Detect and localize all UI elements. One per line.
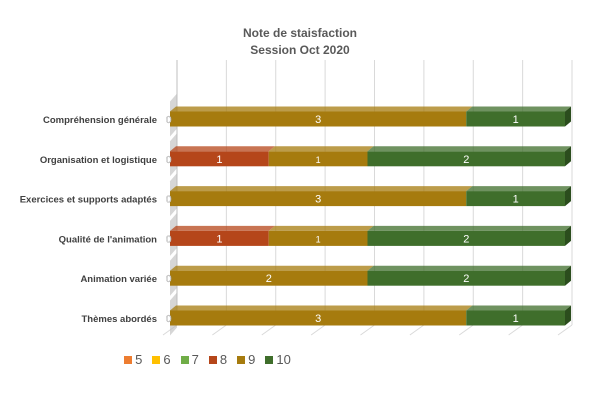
data-label: 3 [315, 313, 321, 325]
bar-segment [268, 230, 368, 246]
bar-segment-top [268, 146, 374, 152]
gridline-floor [508, 324, 523, 336]
bar-segment-top [170, 305, 473, 311]
data-label: 1 [513, 313, 519, 325]
chart-title: Note de staisfaction [242, 26, 358, 40]
zero-label: 0 [166, 274, 172, 285]
bar-segment [466, 191, 565, 207]
data-label: 3 [315, 114, 321, 126]
bar-end-face [565, 265, 571, 286]
bar-segment [170, 151, 269, 167]
legend-swatch [180, 355, 189, 364]
legend-label: 7 [191, 352, 199, 367]
bar-segment-top [170, 265, 374, 271]
zero-label: 0 [166, 115, 172, 126]
bar-end-face [565, 186, 571, 207]
bar-segment [170, 270, 368, 286]
bar-segment [367, 230, 565, 246]
legend-swatch [208, 355, 217, 364]
data-label: 2 [463, 233, 469, 245]
data-label: 2 [463, 154, 469, 166]
legend-item: 7 [180, 352, 199, 367]
data-label: 1 [316, 234, 321, 244]
legend-label: 8 [219, 352, 228, 367]
data-label: 2 [463, 273, 469, 285]
data-label: 3 [315, 194, 321, 206]
legend-item: 10 [265, 352, 291, 367]
category-label: Qualité de l'animation [59, 234, 158, 245]
legend-item: 5 [124, 352, 142, 367]
data-label: 1 [216, 154, 222, 166]
gridline-floor [310, 324, 326, 336]
data-label: 1 [316, 155, 321, 165]
legend-swatch [265, 355, 274, 364]
bar-end-face [565, 106, 571, 127]
zero-label: 0 [166, 195, 172, 206]
legend-label: 6 [163, 352, 171, 367]
bar-segment [170, 191, 467, 207]
bar-segment [466, 111, 565, 127]
zero-label: 0 [166, 234, 172, 245]
bar-segment [268, 151, 368, 167]
gridline-floor [409, 324, 425, 336]
data-label: 2 [266, 273, 272, 285]
legend-item: 8 [208, 352, 228, 367]
legend: 5 6 7 8 9 10 [0, 352, 505, 367]
bar-segment [170, 111, 467, 127]
bar-segment-top [466, 186, 571, 192]
category-label: Animation variée [80, 274, 157, 285]
legend-item: 6 [152, 352, 171, 367]
bar-segment-top [170, 106, 473, 112]
legend-swatch [124, 355, 133, 364]
data-label: 1 [513, 114, 519, 126]
bar-segment-top [367, 265, 571, 271]
bar-segment-top [466, 305, 571, 311]
bar-end-face [565, 225, 571, 246]
legend-label: 5 [135, 352, 143, 367]
bar-segment [170, 230, 269, 246]
gridline-floor [557, 324, 573, 336]
chart-subtitle: Session Oct 2020 [250, 43, 350, 57]
bar-segment-top [367, 225, 571, 231]
bar-segment-top [170, 146, 275, 152]
gridline-floor [458, 324, 474, 336]
bar-end-face [565, 146, 571, 167]
bar-segment-top [268, 225, 374, 231]
gridline-floor [360, 324, 375, 336]
data-label: 1 [216, 233, 222, 245]
bar-segment-top [170, 186, 473, 192]
bar-segment [367, 270, 565, 286]
zero-label: 0 [166, 155, 172, 166]
data-label: 1 [513, 194, 519, 206]
bar-segment-top [170, 225, 275, 231]
category-label: Exercices et supports adaptés [20, 195, 157, 206]
zero-label: 0 [166, 314, 172, 325]
bar-segment [170, 310, 467, 326]
legend-item: 9 [237, 352, 255, 367]
category-label: Compréhension générale [43, 115, 157, 126]
bar-segment [367, 151, 565, 167]
gridline-floor [261, 324, 277, 336]
gridline-floor [212, 324, 227, 336]
category-label: Organisation et logistique [40, 155, 157, 166]
bar-segment-top [367, 146, 571, 152]
bar-segment [466, 310, 565, 326]
legend-label: 10 [276, 352, 291, 367]
bar-segment-top [466, 106, 571, 112]
legend-label: 9 [248, 352, 256, 367]
legend-swatch [237, 355, 246, 364]
legend-swatch [152, 355, 161, 364]
category-label: Thèmes abordés [82, 314, 158, 325]
bar-end-face [565, 305, 571, 326]
